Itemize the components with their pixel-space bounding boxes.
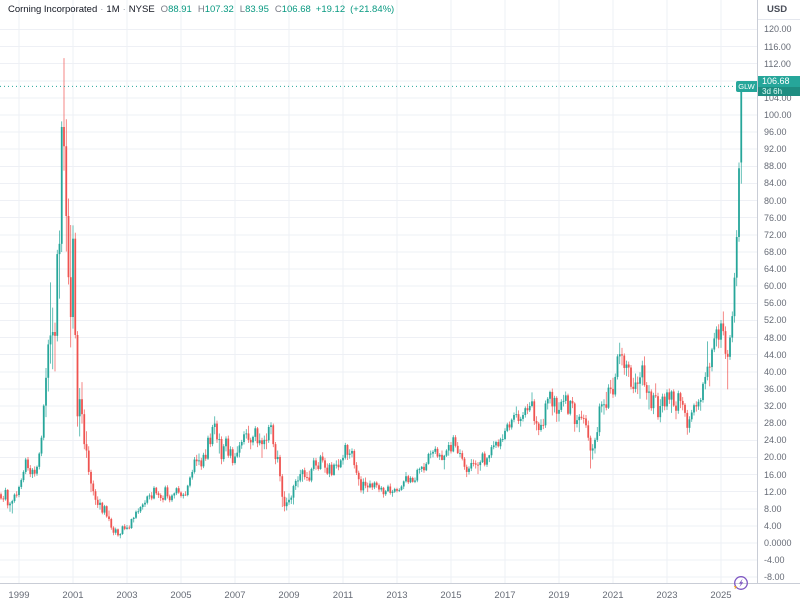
last-price-value: 106.68 xyxy=(758,76,800,88)
currency-label[interactable]: USD xyxy=(767,4,788,15)
interval-label[interactable]: 1M xyxy=(106,4,120,15)
price-tick-label: 40.00 xyxy=(764,366,787,377)
price-tick-label: 20.00 xyxy=(764,452,787,463)
legend-separator: · xyxy=(100,4,104,15)
price-axis[interactable]: USD 120.00116.00112.00108.00104.00100.00… xyxy=(757,0,800,583)
year-tick-label: 2015 xyxy=(440,590,462,601)
year-tick-label: 2025 xyxy=(710,590,732,601)
year-tick-label: 2001 xyxy=(62,590,84,601)
legend-separator: · xyxy=(122,4,126,15)
year-tick-label: 1999 xyxy=(8,590,30,601)
price-tick-label: -4.00 xyxy=(764,555,785,566)
symbol-title[interactable]: Corning Incorporated xyxy=(8,4,98,15)
price-tick-label: 72.00 xyxy=(764,229,787,240)
year-tick-label: 2017 xyxy=(494,590,516,601)
price-tick-label: 84.00 xyxy=(764,178,787,189)
price-tick-label: 104.00 xyxy=(764,92,792,103)
year-tick-label: 2023 xyxy=(656,590,678,601)
change-value: +19.12 xyxy=(315,4,346,15)
year-tick-label: 2019 xyxy=(548,590,570,601)
price-tick-label: 112.00 xyxy=(764,58,791,69)
price-tick-label: 92.00 xyxy=(764,144,787,155)
price-tick-label: 60.00 xyxy=(764,281,787,292)
year-tick-label: 2011 xyxy=(332,590,354,601)
year-tick-label: 2003 xyxy=(116,590,138,601)
price-tick-label: 100.00 xyxy=(764,110,792,120)
close-label: C xyxy=(274,4,282,15)
price-tick-label: 24.00 xyxy=(764,435,787,446)
last-price-badge: 106.68 3d 6h xyxy=(758,76,800,97)
price-tick-label: 76.00 xyxy=(764,212,787,223)
price-line-symbol-tag: GLW xyxy=(736,80,757,92)
price-tick-label: -8.00 xyxy=(764,572,785,583)
price-tick-label: 8.00 xyxy=(764,503,782,514)
high-label: H xyxy=(197,4,205,15)
price-tick-label: 4.00 xyxy=(764,520,782,531)
axis-separator-line xyxy=(758,19,800,20)
high-value: 107.32 xyxy=(204,4,234,15)
price-tick-label: 52.00 xyxy=(764,315,787,326)
price-tick-label: 0.0000 xyxy=(764,538,792,548)
price-tick-label: 68.00 xyxy=(764,246,787,257)
price-tick-label: 116.00 xyxy=(764,41,791,52)
low-label: L xyxy=(239,4,246,15)
year-tick-label: 2013 xyxy=(386,590,408,601)
price-tick-label: 16.00 xyxy=(764,469,787,480)
open-label: O xyxy=(160,4,169,15)
year-tick-label: 2007 xyxy=(224,590,246,601)
year-tick-label: 2009 xyxy=(278,590,300,601)
low-value: 83.95 xyxy=(245,4,269,15)
year-tick-label: 2005 xyxy=(170,590,192,601)
price-tick-label: 96.00 xyxy=(764,127,787,138)
close-value: 106.68 xyxy=(281,4,311,15)
bar-close-countdown: 3d 6h xyxy=(758,87,800,97)
price-tick-label: 120.00 xyxy=(764,24,792,35)
price-tick-label: 36.00 xyxy=(764,383,787,394)
price-tick-label: 88.00 xyxy=(764,161,787,172)
realtime-lightning-icon[interactable] xyxy=(732,575,749,592)
open-value: 88.91 xyxy=(168,4,192,15)
price-tick-label: 44.00 xyxy=(764,349,787,360)
exchange-label: NYSE xyxy=(128,4,155,15)
price-tick-label: 12.00 xyxy=(764,486,787,497)
price-tick-label: 48.00 xyxy=(764,332,787,343)
price-tick-label: 28.00 xyxy=(764,418,787,429)
price-tick-label: 80.00 xyxy=(764,195,787,206)
change-percent: (+21.84%) xyxy=(350,4,395,15)
price-tick-label: 32.00 xyxy=(764,401,787,412)
time-axis[interactable]: 1999 2001 2003 2005 2007 2009 2011 2013 2015 2017… xyxy=(0,583,800,605)
chart-canvas[interactable] xyxy=(0,0,757,583)
price-tick-label: 56.00 xyxy=(764,298,787,309)
year-tick-label: 2021 xyxy=(602,590,624,601)
chart-legend: Corning Incorporated · 1M · NYSE O88.91 H107.3… xyxy=(8,4,394,15)
price-tick-label: 64.00 xyxy=(764,264,787,275)
